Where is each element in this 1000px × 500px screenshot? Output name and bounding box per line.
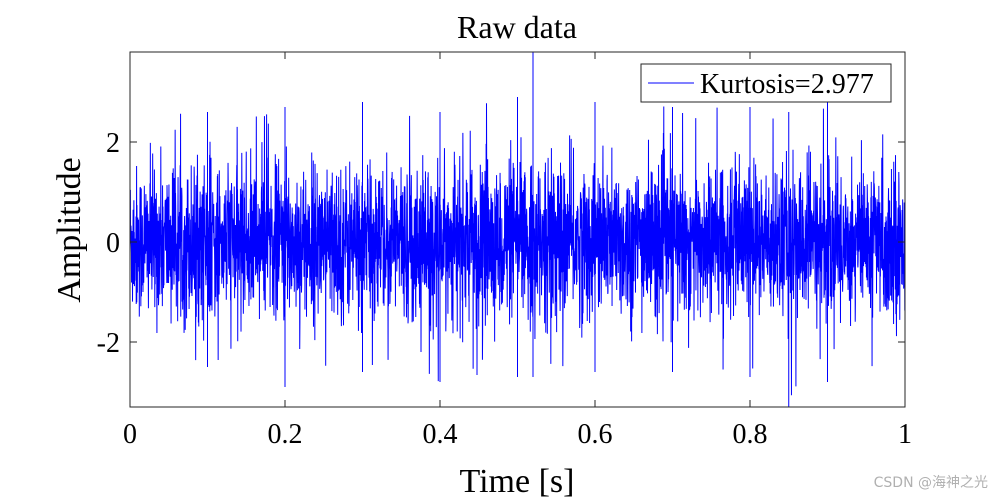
y-axis-label: Amplitude — [51, 157, 88, 302]
axes-frame — [129, 51, 906, 408]
plot-area — [129, 51, 906, 408]
chart-title: Raw data — [457, 9, 577, 45]
x-tick-label: 0 — [123, 419, 137, 450]
y-tick-label: 2 — [106, 128, 120, 159]
x-tick-label: 0.4 — [423, 419, 458, 450]
x-tick-label: 0.2 — [268, 419, 303, 450]
y-axis: -2 0 2 — [97, 128, 905, 359]
y-tick-label: 0 — [106, 228, 120, 259]
x-tick-label: 0.8 — [733, 419, 768, 450]
x-tick-label: 1 — [898, 419, 912, 450]
x-axis: 0 0.2 0.4 0.6 0.8 1 — [123, 52, 912, 450]
legend-entry-label: Kurtosis=2.977 — [700, 69, 874, 100]
x-axis-label: Time [s] — [460, 463, 575, 500]
series-line-signal — [130, 52, 905, 407]
watermark: CSDN @海神之光 — [873, 475, 988, 491]
y-tick-label: -2 — [97, 328, 120, 359]
legend: Kurtosis=2.977 — [640, 63, 892, 103]
x-tick-label: 0.6 — [578, 419, 613, 450]
